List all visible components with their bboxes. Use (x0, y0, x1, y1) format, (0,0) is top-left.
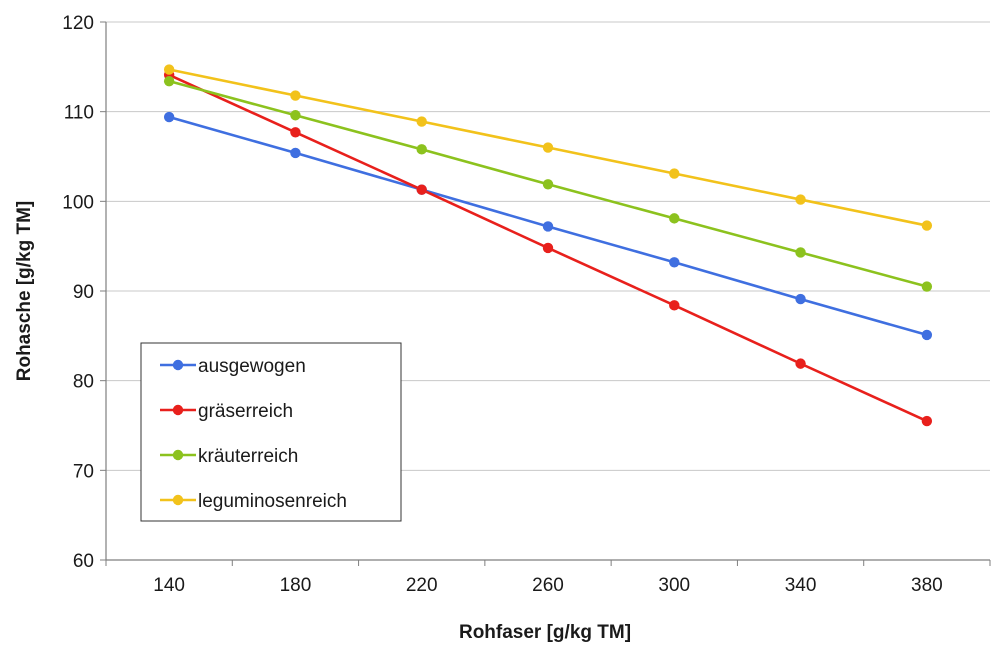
y-tick-label: 70 (73, 461, 94, 482)
x-tick-label: 180 (280, 575, 312, 596)
y-tick-label: 60 (73, 551, 94, 572)
x-tick-label: 340 (785, 575, 817, 596)
data-point-kräuterreich (669, 213, 680, 224)
data-point-ausgewogen (795, 293, 806, 305)
data-point-ausgewogen (921, 329, 933, 341)
data-point-kräuterreich (163, 75, 175, 87)
y-tick-label: 110 (64, 103, 94, 124)
legend-label-gräserreich: gräserreich (198, 401, 293, 422)
data-point-gräserreich (669, 300, 680, 311)
legend-marker-leguminosenreich (172, 494, 184, 506)
data-point-gräserreich (921, 415, 933, 427)
data-point-ausgewogen (290, 147, 301, 159)
legend-label-ausgewogen: ausgewogen (198, 356, 306, 377)
data-point-leguminosenreich (163, 64, 175, 75)
y-tick-label: 120 (62, 13, 94, 34)
data-point-kräuterreich (542, 179, 554, 190)
data-point-kräuterreich (290, 110, 301, 121)
y-tick-label: 100 (62, 192, 94, 213)
x-tick-label: 300 (658, 575, 690, 596)
data-point-leguminosenreich (290, 90, 301, 101)
x-axis-title: Rohfaser [g/kg TM] (459, 622, 631, 643)
data-point-kräuterreich (416, 144, 427, 155)
x-tick-labels: 140 180 220 260 300 340 380 (105, 560, 991, 596)
legend-marker-gräserreich (172, 404, 184, 416)
x-tick-label: 140 (153, 575, 185, 596)
data-point-gräserreich (795, 358, 806, 369)
legend-marker-ausgewogen (172, 359, 184, 371)
legend-label-kräuterreich: kräuterreich (198, 446, 298, 467)
data-point-leguminosenreich (542, 142, 554, 153)
series-points (163, 64, 933, 427)
y-tick-label: 90 (73, 282, 94, 303)
legend-marker-kräuterreich (172, 449, 184, 461)
data-point-gräserreich (542, 242, 554, 254)
data-point-ausgewogen (542, 221, 554, 232)
data-point-leguminosenreich (416, 116, 427, 127)
y-tick-label: 80 (73, 372, 94, 393)
x-tick-label: 260 (532, 575, 564, 596)
legend: ausgewogen gräserreich kräuterreich legumin… (140, 342, 402, 522)
data-point-leguminosenreich (795, 194, 806, 205)
legend-box (140, 342, 402, 522)
legend-label-leguminosenreich: leguminosenreich (198, 491, 347, 512)
data-point-gräserreich (290, 127, 301, 138)
data-point-ausgewogen (669, 257, 680, 268)
y-axis-title: Rohasche [g/kg TM] (14, 201, 35, 382)
y-tick-labels: 60 70 80 90 100 110 120 (62, 13, 106, 572)
x-tick-label: 380 (911, 575, 943, 596)
data-point-kräuterreich (921, 281, 933, 292)
data-point-leguminosenreich (669, 168, 680, 179)
data-point-gräserreich (416, 184, 427, 195)
data-point-ausgewogen (163, 111, 175, 123)
data-point-leguminosenreich (921, 220, 933, 231)
data-point-kräuterreich (795, 247, 806, 258)
x-tick-label: 220 (406, 575, 438, 596)
